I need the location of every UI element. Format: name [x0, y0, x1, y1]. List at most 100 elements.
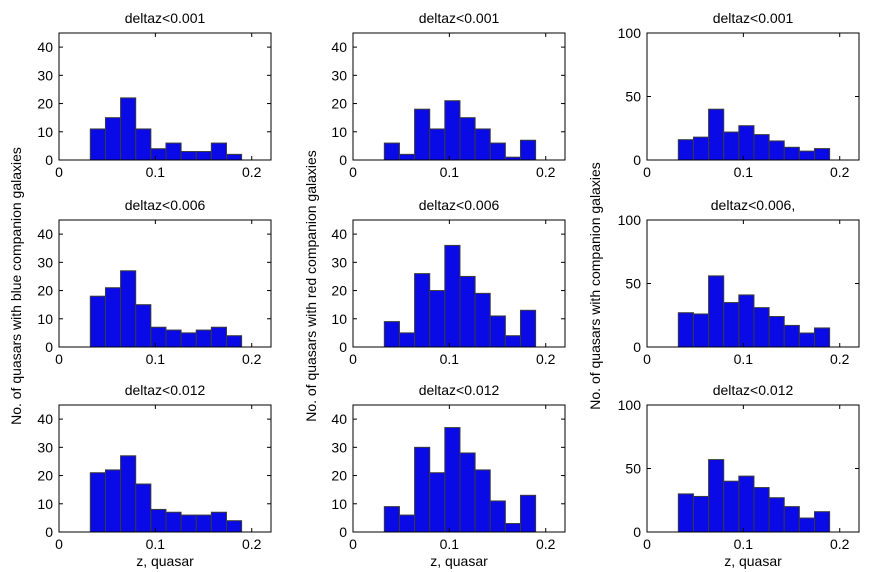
y-tick-label: 0: [633, 152, 641, 168]
histogram-bar: [210, 511, 227, 533]
axes-frame: [352, 404, 566, 533]
y-tick-label: 40: [331, 226, 347, 242]
histogram-bar: [195, 151, 212, 161]
histogram-bar: [783, 506, 800, 533]
histogram-bar: [474, 469, 491, 533]
histogram-bar: [414, 273, 431, 348]
histogram-bar: [89, 472, 106, 533]
histogram-bar: [225, 153, 243, 161]
histogram-bar: [738, 475, 755, 533]
histogram-panel: 0 0.1 0.2 0 50 100 deltaz<0.006,: [618, 197, 860, 367]
histogram-bar: [135, 128, 152, 161]
histogram-bar: [489, 315, 506, 348]
histogram-bar: [120, 97, 137, 161]
histogram-bar: [444, 100, 461, 161]
y-tick-label: 30: [37, 254, 53, 270]
histogram-bar: [165, 142, 182, 161]
histogram-bar: [677, 139, 694, 161]
histogram-bar: [677, 493, 694, 533]
panel-title: deltaz<0.012: [419, 382, 500, 398]
x-tick-label: 0.1: [734, 536, 754, 552]
y-tick-label: 20: [331, 96, 347, 112]
histogram-bar: [504, 335, 521, 348]
x-tick-label: 0.1: [440, 351, 460, 367]
histogram-bar: [150, 508, 167, 533]
histogram-bar: [798, 150, 815, 161]
histogram-bar: [692, 136, 710, 161]
axes-frame: [58, 219, 272, 348]
x-tick-label: 0.2: [830, 536, 850, 552]
y-tick-label: 0: [633, 339, 641, 355]
histogram-bar: [104, 469, 122, 533]
x-tick-label: 0: [55, 351, 63, 367]
x-axis-label: z, quasar: [724, 553, 782, 569]
x-axis-label: z, quasar: [430, 553, 488, 569]
y-tick-label: 50: [625, 461, 641, 477]
histogram-bar: [210, 326, 227, 348]
y-tick-label: 50: [625, 89, 641, 105]
x-tick-label: 0.2: [536, 164, 556, 180]
histogram-bar: [753, 307, 770, 348]
histogram-panel: 0 0.1 0.2 0 10 20 30 40 deltaz<0.006: [37, 197, 272, 367]
histogram-bar: [383, 142, 400, 161]
y-tick-label: 30: [37, 439, 53, 455]
histogram-bar: [165, 329, 182, 348]
histogram-bar: [104, 117, 122, 161]
histogram-bar: [135, 304, 152, 348]
histogram-bar: [414, 446, 431, 533]
histogram-panel: 0 0.1 0.2 0 10 20 30 40 deltaz<0.012 z, quasar: [37, 382, 272, 569]
histogram-panel: 0 0.1 0.2 0 50 100 deltaz<0.012 z, quasar: [618, 382, 860, 569]
histogram-bar: [459, 117, 476, 161]
x-tick-label: 0: [643, 536, 651, 552]
panel-title: deltaz<0.006: [419, 197, 500, 213]
histogram-panel: 0 0.1 0.2 0 50 100 deltaz<0.001: [618, 10, 860, 180]
histogram-bar: [798, 332, 815, 348]
histogram-bar: [489, 500, 506, 533]
histogram-bar: [210, 142, 227, 161]
histogram-bar: [459, 452, 476, 533]
x-tick-label: 0.1: [146, 351, 166, 367]
y-tick-label: 0: [45, 524, 53, 540]
histogram-bar: [165, 511, 182, 533]
x-tick-label: 0.1: [734, 351, 754, 367]
y-tick-label: 10: [37, 311, 53, 327]
y-tick-label: 0: [45, 339, 53, 355]
histogram-bar: [429, 472, 446, 533]
axes-frame: [352, 32, 566, 161]
x-tick-label: 0: [349, 164, 357, 180]
histogram-bar: [429, 128, 446, 161]
y-tick-label: 0: [339, 339, 347, 355]
y-tick-label: 100: [618, 397, 642, 413]
y-tick-label: 20: [37, 468, 53, 484]
histogram-bar: [783, 146, 800, 161]
histogram-bar: [692, 313, 710, 348]
histogram-bar: [474, 292, 491, 348]
histogram-bar: [489, 142, 506, 161]
y-tick-label: 20: [331, 283, 347, 299]
histogram-bar: [195, 514, 212, 533]
histogram-bar: [180, 151, 197, 161]
y-tick-label: 0: [339, 152, 347, 168]
histogram-bar: [813, 148, 831, 161]
histogram-panel: 0 0.1 0.2 0 10 20 30 40 deltaz<0.001: [37, 10, 272, 180]
x-tick-label: 0: [349, 351, 357, 367]
y-tick-label: 0: [633, 524, 641, 540]
histogram-bar: [723, 131, 740, 161]
x-tick-label: 0: [55, 536, 63, 552]
x-tick-label: 0.2: [242, 536, 262, 552]
histogram-panel: 0 0.1 0.2 0 10 20 30 40 deltaz<0.012 z, quasar: [331, 382, 566, 569]
x-tick-label: 0.1: [734, 164, 754, 180]
y-tick-label: 40: [331, 411, 347, 427]
histogram-bar: [723, 480, 740, 533]
histogram-bar: [180, 332, 197, 348]
x-tick-label: 0: [643, 164, 651, 180]
x-tick-label: 0.1: [440, 164, 460, 180]
y-tick-label: 0: [45, 152, 53, 168]
y-tick-label: 100: [618, 25, 642, 41]
y-tick-label: 30: [331, 439, 347, 455]
ylabel-blue-companions: No. of quasars with blue companion galax…: [8, 147, 24, 425]
histogram-bar: [398, 332, 416, 348]
histogram-bar: [519, 494, 537, 533]
histogram-bar: [414, 108, 431, 161]
